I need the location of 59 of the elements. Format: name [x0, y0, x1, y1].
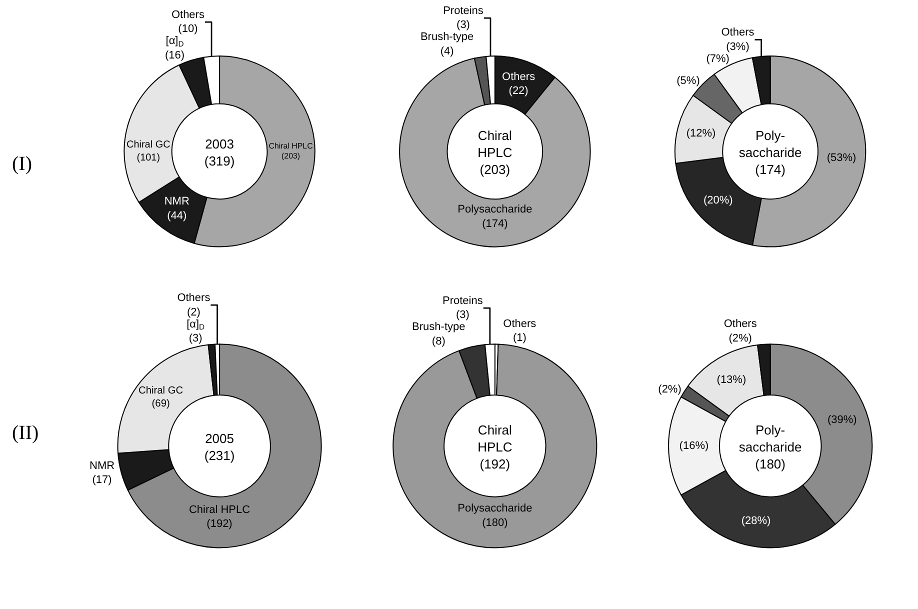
data-label: (28%)	[741, 514, 771, 527]
data-label: (101)	[136, 152, 160, 164]
slice-label: [α]$_{D}$	[186, 318, 206, 332]
slice-label: Others	[724, 318, 758, 330]
data-label: (180)	[482, 516, 508, 529]
slice-label: Others	[171, 8, 205, 21]
text: (II)	[12, 422, 39, 444]
text: (I)	[12, 153, 32, 175]
text: Poly-saccharide (174)	[738, 128, 802, 177]
slice-label: Others	[721, 26, 755, 39]
slice-label: Brush-type	[420, 31, 474, 44]
text: Poly-saccharide (180)	[738, 422, 802, 472]
data-label: (2%)	[728, 332, 752, 344]
slice-label: Chiral GC	[126, 140, 170, 151]
slice-label: Proteins	[443, 4, 484, 17]
data-label: (192)	[206, 518, 232, 530]
data-label: (44)	[167, 210, 187, 222]
data-label: (2%)	[658, 384, 682, 396]
data-label: (16%)	[679, 440, 709, 452]
slice-label: Polysaccharide	[458, 204, 532, 216]
slice-label: Others	[177, 292, 211, 304]
data-label: (8)	[432, 336, 446, 348]
data-label: (39%)	[827, 414, 857, 426]
data-label: (174)	[482, 218, 508, 230]
data-label: (2)	[186, 306, 200, 318]
data-label: (5%)	[676, 74, 700, 87]
slice-label: NMR	[90, 460, 115, 472]
slice-label: Polysaccharide	[458, 502, 532, 515]
text: Chiral HPLC (203)	[478, 128, 512, 177]
data-label: (3%)	[726, 40, 750, 53]
data-label: (13%)	[716, 374, 746, 386]
slice-label: Proteins	[442, 294, 484, 307]
data-label: (3)	[456, 309, 470, 322]
slice-label: Others	[503, 318, 537, 330]
data-label: (16)	[164, 50, 185, 62]
data-label: (20%)	[703, 194, 733, 206]
data-label: (12%)	[686, 128, 716, 140]
data-label: (203)	[282, 152, 300, 161]
slice-label: Chiral HPLC	[268, 141, 314, 150]
data-label: (4)	[440, 46, 454, 58]
data-label: (53%)	[826, 152, 856, 164]
data-label: (1)	[512, 332, 526, 344]
data-label: (22)	[508, 85, 528, 98]
text: Chiral HPLC (192)	[478, 422, 512, 472]
slice-label: NMR	[164, 196, 190, 208]
data-label: (7%)	[706, 52, 730, 65]
slice-label: Brush-type	[412, 321, 466, 334]
text: 2005 (231)	[204, 430, 235, 463]
data-label: (3)	[188, 332, 202, 345]
slice-label: Chiral HPLC	[188, 504, 250, 516]
slice-label: Chiral GC	[138, 385, 184, 396]
slice-label: Others	[502, 70, 536, 83]
data-label: (17)	[92, 474, 112, 486]
text: 2003 (319)	[204, 136, 235, 168]
donut-slice	[399, 58, 591, 248]
data-label: (3)	[456, 19, 470, 32]
slice-label: [α]$_{D}$	[166, 35, 184, 49]
data-label: (10)	[178, 23, 198, 36]
data-label: (69)	[152, 398, 170, 410]
